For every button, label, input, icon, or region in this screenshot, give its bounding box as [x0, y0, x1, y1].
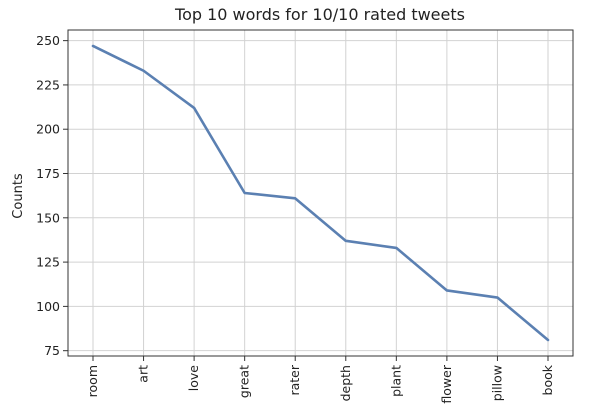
y-axis-label: Counts — [11, 173, 26, 219]
x-axis-ticks: room art love great rater depth plant flower pil… — [85, 356, 555, 404]
x-tick-label: great — [237, 365, 252, 398]
x-tick-label: rater — [287, 364, 302, 395]
y-tick-label: 225 — [36, 77, 60, 92]
x-tick-label: room — [85, 365, 100, 397]
series-layer — [91, 44, 550, 342]
chart-title: Top 10 words for 10/10 rated tweets — [174, 5, 465, 24]
y-tick-label: 75 — [44, 343, 60, 358]
y-axis-ticks: 75 100 125 150 175 200 225 250 — [36, 33, 68, 358]
y-tick-label: 200 — [36, 122, 60, 137]
x-tick-label: flower — [439, 364, 454, 403]
series-line — [91, 44, 550, 342]
y-tick-label: 175 — [36, 166, 60, 181]
x-tick-label: pillow — [489, 365, 504, 401]
x-tick-label: plant — [388, 365, 403, 397]
x-tick-label: art — [136, 365, 151, 383]
x-tick-label: love — [186, 365, 201, 392]
plot-frame — [67, 29, 574, 357]
y-tick-label: 150 — [36, 210, 60, 225]
plot-area-border — [67, 29, 574, 357]
grid-lines — [68, 30, 573, 356]
y-tick-label: 100 — [36, 299, 60, 314]
x-tick-label: depth — [338, 365, 353, 401]
y-tick-label: 250 — [36, 33, 60, 48]
x-tick-label: book — [540, 364, 555, 395]
y-tick-label: 125 — [36, 255, 60, 270]
